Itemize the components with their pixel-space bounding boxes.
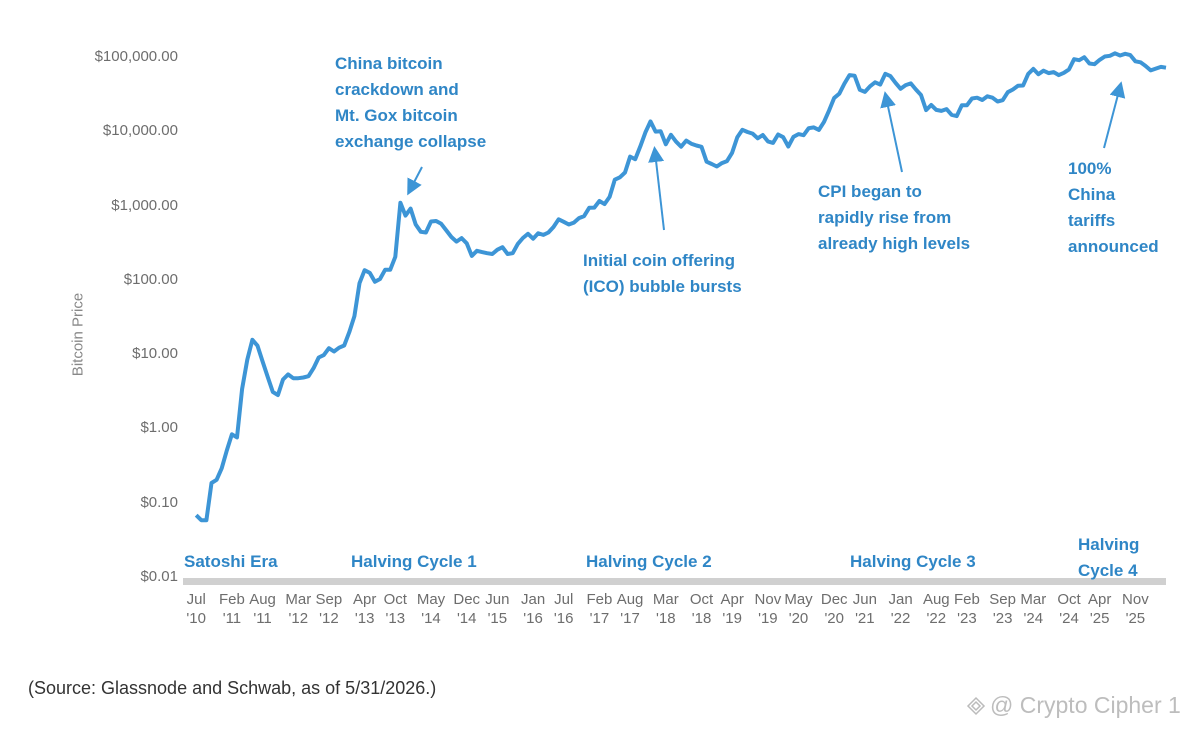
cycle-label: Cycle 4 xyxy=(1078,561,1138,580)
x-tick-label: Sep '23 xyxy=(989,591,1016,627)
annotation: rapidly rise from xyxy=(818,208,952,227)
watermark-logo xyxy=(966,696,986,716)
y-tick-label: $0.01 xyxy=(140,568,178,585)
source-note: (Source: Glassnode and Schwab, as of 5/3… xyxy=(28,678,437,698)
x-tick-label: Nov '25 xyxy=(1122,591,1149,627)
x-tick-label: Mar '24 xyxy=(1020,591,1047,627)
cycle-label: Halving Cycle 3 xyxy=(850,552,976,571)
annotation: announced xyxy=(1068,237,1159,256)
x-tick-label: Jul '10 xyxy=(186,591,206,627)
arrow xyxy=(407,166,423,196)
annotation: crackdown and xyxy=(335,80,459,99)
x-tick-label: May '14 xyxy=(416,591,446,627)
x-tick-label: Apr '19 xyxy=(720,591,744,627)
x-tick-label: Apr '13 xyxy=(352,591,377,627)
x-tick-label: Oct '24 xyxy=(1057,591,1081,627)
x-axis-band xyxy=(183,578,1166,585)
y-tick-label: $1,000.00 xyxy=(111,196,178,214)
annotation: 100% xyxy=(1068,159,1112,178)
x-tick-label: Mar '12 xyxy=(285,591,312,627)
price-line xyxy=(194,51,1167,523)
x-tick-label: Feb '17 xyxy=(586,591,613,627)
x-tick-label: Aug '11 xyxy=(249,591,276,627)
y-tick-label: $1.00 xyxy=(140,419,178,437)
annotation: China bitcoin xyxy=(335,54,443,73)
y-tick-label: $10,000.00 xyxy=(102,122,178,140)
x-tick-label: Jul '16 xyxy=(553,591,574,627)
x-tick-label: Aug '17 xyxy=(616,591,644,627)
annotation-arrows xyxy=(407,81,1126,231)
x-tick-label: Feb '23 xyxy=(954,591,980,627)
cycle-label: Satoshi Era xyxy=(184,552,278,571)
annotation: China xyxy=(1068,185,1116,204)
annotation: CPI began to xyxy=(818,182,922,201)
y-tick-label: $100,000.00 xyxy=(94,48,178,65)
x-tick-label: Oct '13 xyxy=(383,591,407,627)
annotation: tariffs xyxy=(1068,211,1116,230)
x-tick-label: Dec '14 xyxy=(453,591,481,627)
cycle-label: Halving Cycle 1 xyxy=(351,552,477,571)
x-tick-label: Sep '12 xyxy=(315,591,343,627)
x-tick-label: Nov '19 xyxy=(754,591,782,627)
y-tick-label: $0.10 xyxy=(140,493,178,511)
x-tick-label: Dec '20 xyxy=(820,591,848,627)
x-tick-label: Jun '21 xyxy=(852,591,877,627)
arrow xyxy=(1103,81,1126,149)
annotation: Mt. Gox bitcoin xyxy=(335,106,458,125)
annotation: Initial coin offering xyxy=(583,251,736,270)
arrow xyxy=(648,146,665,231)
cycle-label: Halving xyxy=(1078,535,1140,554)
watermark: @ Crypto Cipher 1 xyxy=(990,692,1181,718)
y-tick-label: $10.00 xyxy=(132,345,178,363)
y-axis-title: Bitcoin Price xyxy=(69,292,87,377)
x-tick-label: Jan '16 xyxy=(520,591,546,627)
x-tick-label: Aug '22 xyxy=(922,591,950,627)
x-tick-label: Oct '18 xyxy=(689,591,714,627)
x-tick-label: Feb '11 xyxy=(219,591,245,627)
x-tick-label: Mar '18 xyxy=(652,591,679,627)
x-tick-label: Apr '25 xyxy=(1087,591,1112,627)
annotation: (ICO) bubble bursts xyxy=(583,277,742,296)
annotation: exchange collapse xyxy=(335,132,487,151)
cycle-label: Halving Cycle 2 xyxy=(586,552,712,571)
x-tick-label: Jun '15 xyxy=(485,591,510,627)
arrow xyxy=(880,91,903,173)
x-tick-label: May '20 xyxy=(784,591,813,627)
x-tick-label: Jan '22 xyxy=(888,591,913,627)
y-tick-label: $100.00 xyxy=(123,270,178,288)
annotation: already high levels xyxy=(818,234,971,253)
